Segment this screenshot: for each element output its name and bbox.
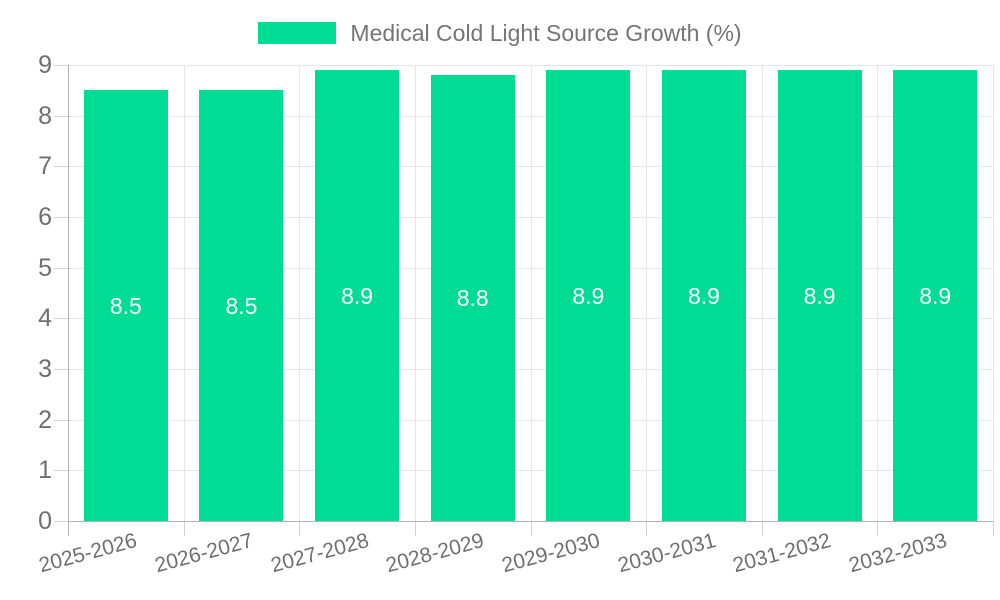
x-axis-category-label: 2025-2026 <box>36 529 140 578</box>
gridline-vertical <box>299 65 301 521</box>
gridline-vertical <box>414 65 416 521</box>
bar-value-label: 8.9 <box>572 282 605 309</box>
y-axis-tick <box>54 267 68 269</box>
bar-value-label: 8.5 <box>225 292 258 319</box>
x-axis-category-label: 2026-2027 <box>152 529 256 578</box>
y-axis-tick-label: 4 <box>38 304 52 333</box>
y-axis-tick-label: 5 <box>38 253 52 282</box>
y-axis-tick <box>54 419 68 421</box>
y-axis-line <box>68 65 69 536</box>
bar-value-label: 8.8 <box>456 285 489 312</box>
legend[interactable]: Medical Cold Light Source Growth (%) <box>0 20 1000 46</box>
x-axis-tick <box>530 521 532 536</box>
x-axis-tick <box>414 521 416 536</box>
y-axis-tick-label: 1 <box>38 456 52 485</box>
x-axis-tick <box>993 521 994 536</box>
bar-value-label: 8.9 <box>919 282 952 309</box>
bar[interactable] <box>777 70 862 521</box>
gridline-vertical <box>761 65 763 521</box>
bar-value-label: 8.9 <box>341 282 374 309</box>
x-axis-tick <box>183 521 185 536</box>
gridline-vertical <box>530 65 532 521</box>
x-axis-category-label: 2027-2028 <box>268 529 372 578</box>
y-axis-tick-label: 9 <box>38 51 52 79</box>
y-axis-tick-label: 2 <box>38 405 52 434</box>
x-axis-category-label: 2031-2032 <box>730 529 834 578</box>
y-axis-tick-label: 7 <box>38 152 52 181</box>
bar[interactable] <box>315 70 400 521</box>
y-axis-tick-label: 0 <box>38 507 52 535</box>
bar-value-label: 8.9 <box>687 282 720 309</box>
x-axis-tick <box>299 521 301 536</box>
x-axis-category-label: 2032-2033 <box>846 529 950 578</box>
y-axis-tick-label: 8 <box>38 101 52 130</box>
x-axis-category-label: 2028-2029 <box>383 529 487 578</box>
y-axis-tick <box>54 115 68 117</box>
y-axis-tick <box>54 369 68 370</box>
bar-value-label: 8.9 <box>803 282 836 309</box>
y-axis-tick-label: 6 <box>38 203 52 231</box>
x-axis-line <box>68 521 993 522</box>
y-axis-tick <box>54 470 68 472</box>
x-axis-tick <box>877 521 879 536</box>
bar[interactable] <box>661 70 746 521</box>
x-axis-category-label: 2030-2031 <box>614 529 718 578</box>
y-axis-tick <box>54 318 68 320</box>
x-axis-tick <box>761 521 763 536</box>
bar[interactable] <box>430 75 515 521</box>
gridline-vertical <box>646 65 648 521</box>
gridline-vertical <box>877 65 879 521</box>
bar[interactable] <box>199 90 284 521</box>
bar[interactable] <box>546 70 631 521</box>
bar[interactable] <box>83 90 168 521</box>
x-axis-category-label: 2029-2030 <box>499 529 603 578</box>
bar[interactable] <box>893 70 978 521</box>
bar-value-label: 8.5 <box>109 292 142 319</box>
y-axis-tick <box>54 521 68 522</box>
y-axis-tick-label: 3 <box>38 355 52 383</box>
y-axis-tick <box>54 65 68 66</box>
legend-swatch-icon <box>258 22 337 44</box>
legend-label: Medical Cold Light Source Growth (%) <box>350 20 742 46</box>
y-axis-tick <box>54 217 68 218</box>
y-axis-tick <box>54 166 68 168</box>
x-axis-tick <box>646 521 648 536</box>
gridline-vertical <box>993 65 994 521</box>
gridline-vertical <box>183 65 185 521</box>
